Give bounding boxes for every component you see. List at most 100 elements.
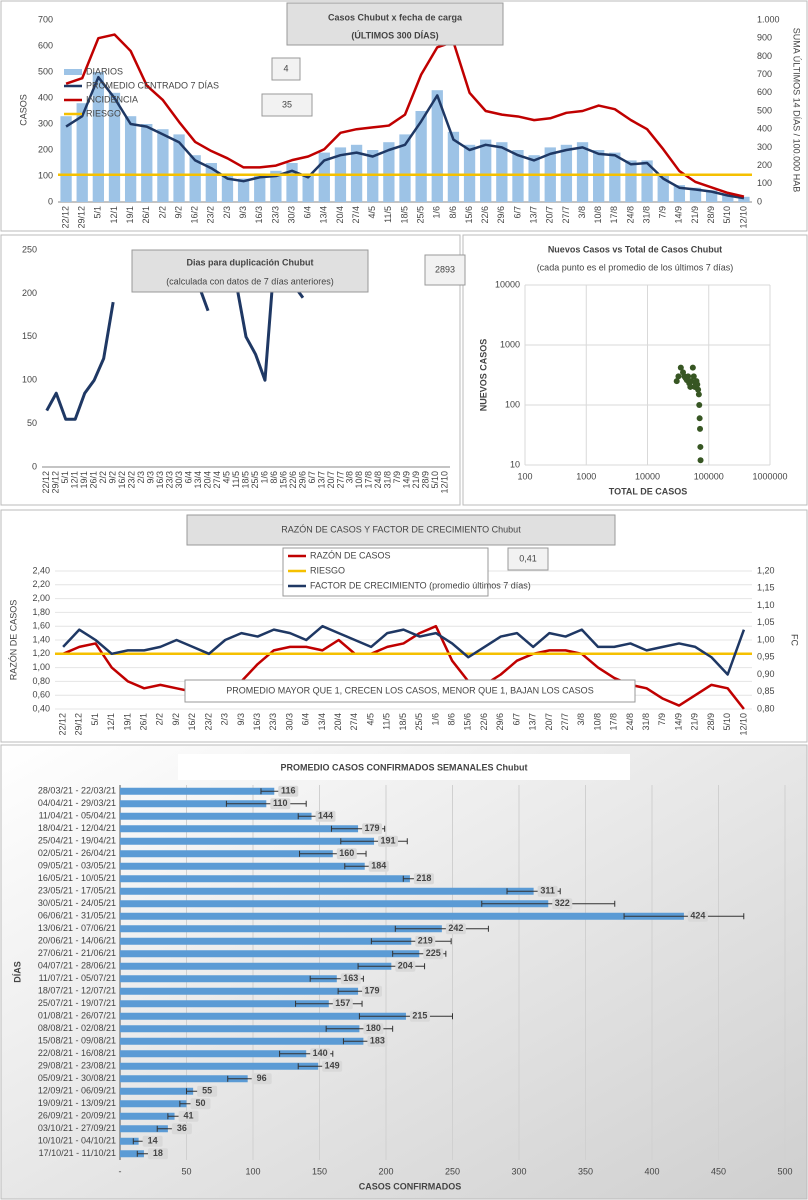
x-tick-label: 31/8 <box>383 471 393 489</box>
x-tick-label: 9/3 <box>238 206 248 219</box>
y-tick-label: 03/10/21 - 27/09/21 <box>38 1123 116 1133</box>
x-tick-label: 2/3 <box>220 713 230 726</box>
x-tick-label: 400 <box>644 1166 659 1176</box>
x-tick-label: 23/2 <box>206 206 216 224</box>
x-tick-label: 1000000 <box>752 471 787 481</box>
point <box>689 364 696 371</box>
tick-label: 1,00 <box>32 662 50 672</box>
bar <box>706 190 718 202</box>
x-tick-label: 11/5 <box>382 713 392 730</box>
x-axis-title: TOTAL DE CASOS <box>609 486 688 496</box>
x-tick-label: 100000 <box>694 471 724 481</box>
label-box <box>186 514 616 546</box>
bar <box>120 962 392 970</box>
bar <box>120 1100 187 1108</box>
x-tick-label: 24/8 <box>625 206 635 224</box>
bar <box>447 131 460 202</box>
bar <box>480 139 492 202</box>
value-label: 242 <box>448 923 463 933</box>
tick-label: 2,00 <box>32 593 50 603</box>
value-label: 191 <box>381 836 396 846</box>
value-label: 184 <box>371 861 386 871</box>
x-tick-label: 16/3 <box>155 471 165 489</box>
x-tick-label: 13/4 <box>193 471 203 489</box>
y-tick-label: 18/04/21 - 12/04/21 <box>38 823 116 833</box>
x-tick-label: - <box>119 1166 122 1176</box>
note: PROMEDIO MAYOR QUE 1, CRECEN LOS CASOS, … <box>226 685 593 695</box>
point <box>697 425 704 432</box>
label-box <box>424 254 466 286</box>
x-tick-label: 300 <box>511 1166 526 1176</box>
bar <box>120 950 420 958</box>
bar <box>120 837 375 845</box>
point <box>696 415 703 422</box>
legend-label: DIARIOS <box>86 66 123 76</box>
value-label: 204 <box>398 961 413 971</box>
x-tick-label: 15/6 <box>463 713 473 731</box>
bar <box>120 912 684 920</box>
x-tick-label: 3/8 <box>576 713 586 726</box>
x-tick-label: 22/12 <box>60 206 70 229</box>
tick-label: 0,85 <box>757 686 775 696</box>
x-tick-label: 26/1 <box>139 713 149 731</box>
bar <box>92 72 104 202</box>
tick-label: 200 <box>757 160 772 170</box>
x-tick-label: 6/7 <box>512 206 522 219</box>
bar <box>76 103 88 202</box>
y-tick-label: 28/03/21 - 22/03/21 <box>38 786 116 796</box>
x-tick-label: 250 <box>445 1166 460 1176</box>
tick-label: 2,20 <box>32 579 50 589</box>
tick-label: 400 <box>757 124 772 134</box>
value-label-box <box>395 960 416 972</box>
x-tick-label: 22/6 <box>480 206 490 224</box>
x-tick-label: 7/9 <box>657 713 667 726</box>
value-label-box <box>340 973 361 985</box>
tick-label: 1.000 <box>757 14 780 24</box>
bar <box>124 116 137 202</box>
annotation: 35 <box>282 99 292 109</box>
x-tick-label: 29/6 <box>297 471 307 489</box>
legend-label: RAZÓN DE CASOS <box>310 550 391 560</box>
y-tick-label: 16/05/21 - 10/05/21 <box>38 873 116 883</box>
x-tick-label: 23/3 <box>164 471 174 489</box>
x-tick-label: 13/4 <box>317 713 327 731</box>
value-label: 55 <box>202 1086 212 1096</box>
y-tick-label: 29/08/21 - 23/08/21 <box>38 1061 116 1071</box>
tick-label: 600 <box>757 87 772 97</box>
x-tick-label: 2/2 <box>157 206 167 219</box>
x-tick-label: 31/8 <box>641 206 651 224</box>
value-label-box <box>363 1023 384 1035</box>
y-tick-label: 02/05/21 - 26/04/21 <box>38 848 116 858</box>
tick-label: 250 <box>22 244 37 254</box>
value-label-box <box>362 823 383 835</box>
y-tick-label: 15/08/21 - 09/08/21 <box>38 1036 116 1046</box>
tick-label: 1,10 <box>757 600 775 610</box>
tick-label: 0 <box>48 196 53 206</box>
value-label-box <box>409 1010 430 1022</box>
x-tick-label: 14/9 <box>674 206 684 224</box>
tick-label: 400 <box>38 92 53 102</box>
bar <box>120 1037 364 1045</box>
value-label-box <box>423 948 444 960</box>
x-tick-label: 5/10 <box>722 713 732 731</box>
x-tick-label: 11/5 <box>231 471 241 488</box>
x-tick-label: 16/3 <box>252 713 262 731</box>
value-label: 183 <box>370 1036 385 1046</box>
bar <box>189 155 201 202</box>
tick-label: 0,80 <box>757 703 775 713</box>
x-tick-label: 11/5 <box>383 206 393 223</box>
bar <box>120 887 534 895</box>
tick-label: 200 <box>22 288 37 298</box>
legend-label: PROMEDIO CENTRADO 7 DÍAS <box>86 80 219 90</box>
x-tick-label: 50 <box>181 1166 191 1176</box>
bar <box>108 92 121 202</box>
bar <box>415 111 427 202</box>
x-tick-label: 13/7 <box>528 713 538 731</box>
bar <box>302 173 314 202</box>
x-tick-label: 25/5 <box>250 471 260 489</box>
y-tick-label: 1000 <box>500 339 520 349</box>
bar <box>286 163 298 202</box>
point <box>690 373 697 380</box>
x-tick-label: 29/6 <box>495 713 505 731</box>
title-box <box>178 754 630 780</box>
